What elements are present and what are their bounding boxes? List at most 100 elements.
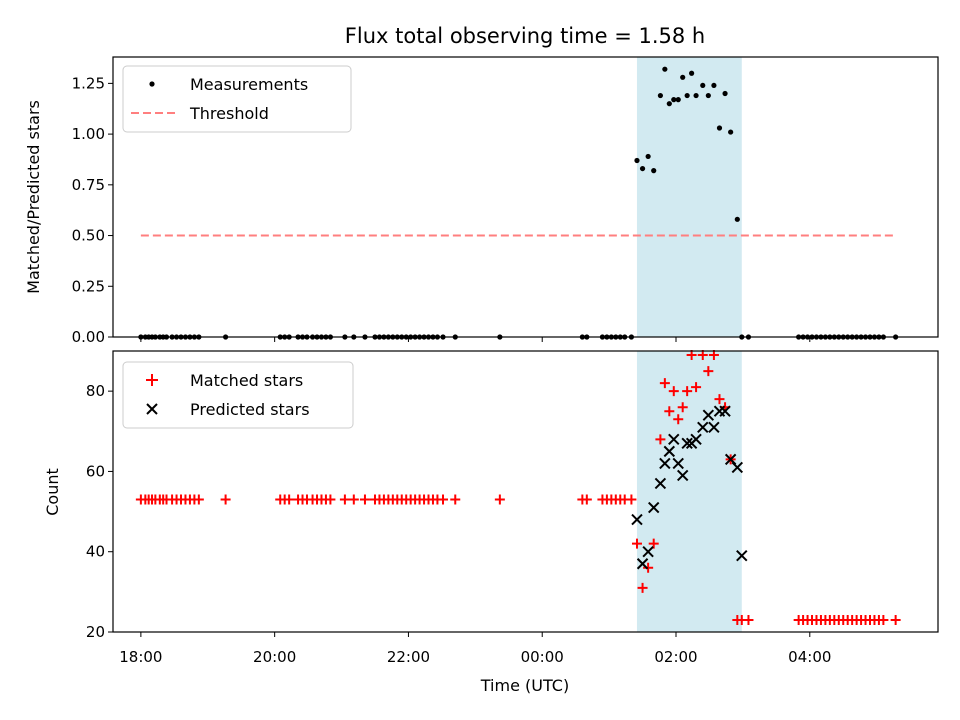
predicted-legend-label: Predicted stars bbox=[190, 400, 310, 419]
measurements-legend-marker bbox=[149, 81, 155, 87]
bottom-y-tick-label: 40 bbox=[86, 543, 105, 561]
threshold-legend-label: Threshold bbox=[189, 104, 269, 123]
predicted-star-point bbox=[681, 437, 693, 450]
top-y-tick-label: 1.00 bbox=[72, 125, 105, 143]
matched-star-point bbox=[743, 614, 754, 625]
matched-star-point bbox=[339, 494, 350, 505]
matched-star-point bbox=[655, 434, 666, 445]
measurement-point bbox=[671, 97, 677, 103]
measurement-point bbox=[662, 66, 668, 72]
top-highlight-span bbox=[636, 57, 742, 337]
top-y-ticks: 0.00 0.25 0.50 0.75 1.00 1.25 bbox=[72, 74, 113, 346]
predicted-legend-marker bbox=[146, 403, 158, 415]
measurement-point bbox=[728, 129, 734, 135]
matched-star-point bbox=[494, 494, 505, 505]
matched-legend-label: Matched stars bbox=[190, 371, 303, 390]
predicted-star-point bbox=[697, 421, 709, 433]
matched-star-point bbox=[708, 350, 719, 361]
measurement-point bbox=[700, 82, 706, 89]
top-y-axis-label: Matched/Predicted stars bbox=[24, 100, 43, 294]
matched-star-point bbox=[193, 494, 204, 505]
matched-star-point bbox=[890, 614, 901, 625]
matched-star-points bbox=[135, 350, 901, 625]
bottom-x-ticks: 18:00 20:00 22:00 00:00 02:00 04:00 bbox=[119, 632, 831, 666]
matched-star-point bbox=[691, 382, 702, 393]
measurement-point bbox=[689, 70, 695, 76]
top-legend-box bbox=[122, 65, 352, 133]
predicted-star-point bbox=[690, 433, 702, 446]
top-chart: 0.00 0.25 0.50 0.75 1.00 1.25 Flux total obse… bbox=[24, 24, 939, 346]
matched-star-point bbox=[682, 386, 693, 397]
matched-star-point bbox=[686, 350, 697, 361]
bottom-x-axis-label: Time (UTC) bbox=[480, 676, 569, 695]
matched-star-point bbox=[703, 366, 714, 377]
matched-legend-marker bbox=[146, 374, 158, 386]
bottom-y-tick-label: 80 bbox=[86, 382, 105, 400]
measurement-point bbox=[693, 92, 699, 99]
matched-star-point bbox=[664, 406, 675, 417]
top-y-tick-label: 1.25 bbox=[72, 74, 105, 92]
measurement-point bbox=[675, 97, 681, 103]
predicted-star-point bbox=[663, 445, 676, 458]
bottom-y-tick-label: 60 bbox=[86, 462, 105, 480]
matched-star-point bbox=[348, 494, 359, 505]
measurement-point bbox=[734, 216, 740, 222]
matched-star-point bbox=[581, 494, 592, 505]
bottom-x-tick-label: 22:00 bbox=[387, 648, 430, 666]
measurement-point bbox=[639, 165, 646, 172]
matched-star-point bbox=[626, 494, 637, 505]
matched-star-point bbox=[643, 562, 654, 573]
matched-star-point bbox=[714, 394, 725, 405]
measurement-point bbox=[705, 92, 711, 99]
predicted-star-point bbox=[631, 513, 643, 526]
predicted-star-point bbox=[668, 433, 680, 446]
bottom-x-tick-label: 20:00 bbox=[253, 648, 296, 666]
top-y-tick-label: 0.75 bbox=[72, 176, 105, 194]
matched-star-point bbox=[659, 378, 670, 389]
predicted-star-points bbox=[631, 405, 748, 570]
predicted-star-point bbox=[736, 550, 748, 562]
measurement-point bbox=[666, 101, 672, 107]
predicted-star-point bbox=[659, 457, 671, 470]
predicted-star-point bbox=[672, 457, 684, 470]
bottom-x-tick-label: 00:00 bbox=[521, 648, 564, 666]
measurement-point bbox=[657, 92, 663, 99]
matched-star-point bbox=[878, 614, 889, 625]
bottom-y-ticks: 20 40 60 80 bbox=[86, 382, 113, 641]
matched-star-point bbox=[697, 350, 708, 361]
top-x-ticks bbox=[140, 337, 811, 342]
top-y-tick-label: 0.25 bbox=[72, 277, 105, 295]
bottom-highlight-span bbox=[636, 351, 742, 632]
top-chart-title: Flux total observing time = 1.58 h bbox=[345, 24, 705, 48]
predicted-star-point bbox=[708, 421, 720, 433]
predicted-star-point bbox=[654, 477, 667, 490]
measurement-point bbox=[651, 168, 657, 174]
predicted-star-point bbox=[636, 558, 649, 570]
measurement-point bbox=[722, 90, 728, 97]
matched-star-point bbox=[637, 582, 648, 593]
measurements-legend-label: Measurements bbox=[190, 75, 308, 94]
predicted-star-point bbox=[648, 501, 660, 514]
measurement-point bbox=[684, 92, 690, 99]
top-plot-frame bbox=[112, 56, 939, 338]
predicted-star-point bbox=[731, 461, 744, 474]
measurement-point bbox=[716, 125, 723, 131]
matched-star-point bbox=[284, 494, 295, 505]
bottom-y-axis-label: Count bbox=[43, 468, 62, 516]
predicted-star-point bbox=[676, 469, 689, 482]
bottom-legend: Matched stars Predicted stars bbox=[122, 361, 354, 429]
matched-star-point bbox=[631, 538, 642, 549]
matched-star-point bbox=[648, 538, 659, 549]
bottom-x-tick-label: 04:00 bbox=[788, 648, 831, 666]
measurement-point bbox=[711, 82, 717, 89]
matched-star-point bbox=[325, 494, 336, 505]
measurement-point bbox=[634, 157, 640, 164]
matched-star-point bbox=[450, 494, 461, 505]
predicted-star-point bbox=[642, 546, 654, 558]
measurement-point bbox=[680, 74, 686, 80]
bottom-plot-frame bbox=[112, 350, 939, 633]
bottom-x-tick-label: 02:00 bbox=[654, 648, 697, 666]
top-y-tick-label: 0.50 bbox=[72, 227, 105, 245]
